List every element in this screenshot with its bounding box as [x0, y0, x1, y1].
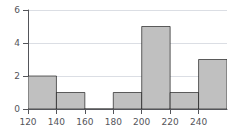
svg-text:160: 160 [76, 117, 93, 127]
svg-text:240: 240 [190, 117, 207, 127]
svg-text:140: 140 [48, 117, 65, 127]
svg-text:2: 2 [14, 71, 20, 81]
svg-text:120: 120 [19, 117, 36, 127]
svg-text:180: 180 [105, 117, 122, 127]
svg-text:6: 6 [14, 5, 20, 15]
svg-text:220: 220 [162, 117, 179, 127]
svg-text:200: 200 [133, 117, 150, 127]
svg-text:0: 0 [14, 104, 20, 114]
svg-text:4: 4 [14, 38, 20, 48]
